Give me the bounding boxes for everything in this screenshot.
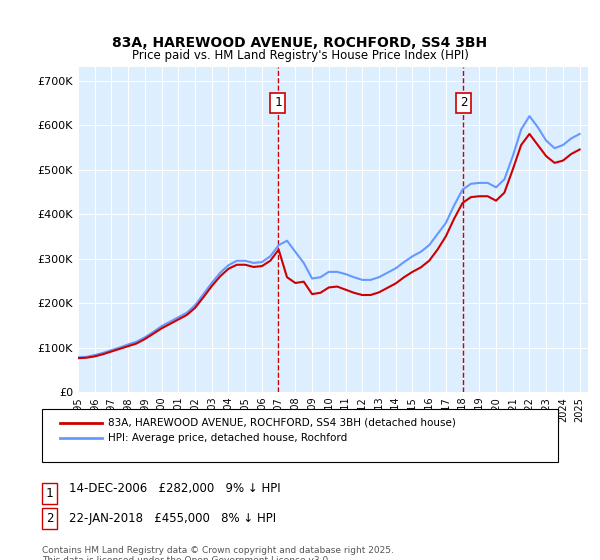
Text: 22-JAN-2018   £455,000   8% ↓ HPI: 22-JAN-2018 £455,000 8% ↓ HPI [69, 512, 276, 525]
Text: 1: 1 [46, 487, 53, 500]
Text: 83A, HAREWOOD AVENUE, ROCHFORD, SS4 3BH: 83A, HAREWOOD AVENUE, ROCHFORD, SS4 3BH [112, 36, 488, 50]
Text: 14-DEC-2006   £282,000   9% ↓ HPI: 14-DEC-2006 £282,000 9% ↓ HPI [69, 482, 281, 495]
Text: Price paid vs. HM Land Registry's House Price Index (HPI): Price paid vs. HM Land Registry's House … [131, 49, 469, 62]
Text: HPI: Average price, detached house, Rochford: HPI: Average price, detached house, Roch… [108, 433, 347, 443]
Text: 83A, HAREWOOD AVENUE, ROCHFORD, SS4 3BH (detached house): 83A, HAREWOOD AVENUE, ROCHFORD, SS4 3BH … [108, 418, 456, 428]
Text: 2: 2 [46, 512, 53, 525]
Text: 1: 1 [274, 96, 281, 109]
Text: 2: 2 [460, 96, 467, 109]
Text: Contains HM Land Registry data © Crown copyright and database right 2025.
This d: Contains HM Land Registry data © Crown c… [42, 546, 394, 560]
